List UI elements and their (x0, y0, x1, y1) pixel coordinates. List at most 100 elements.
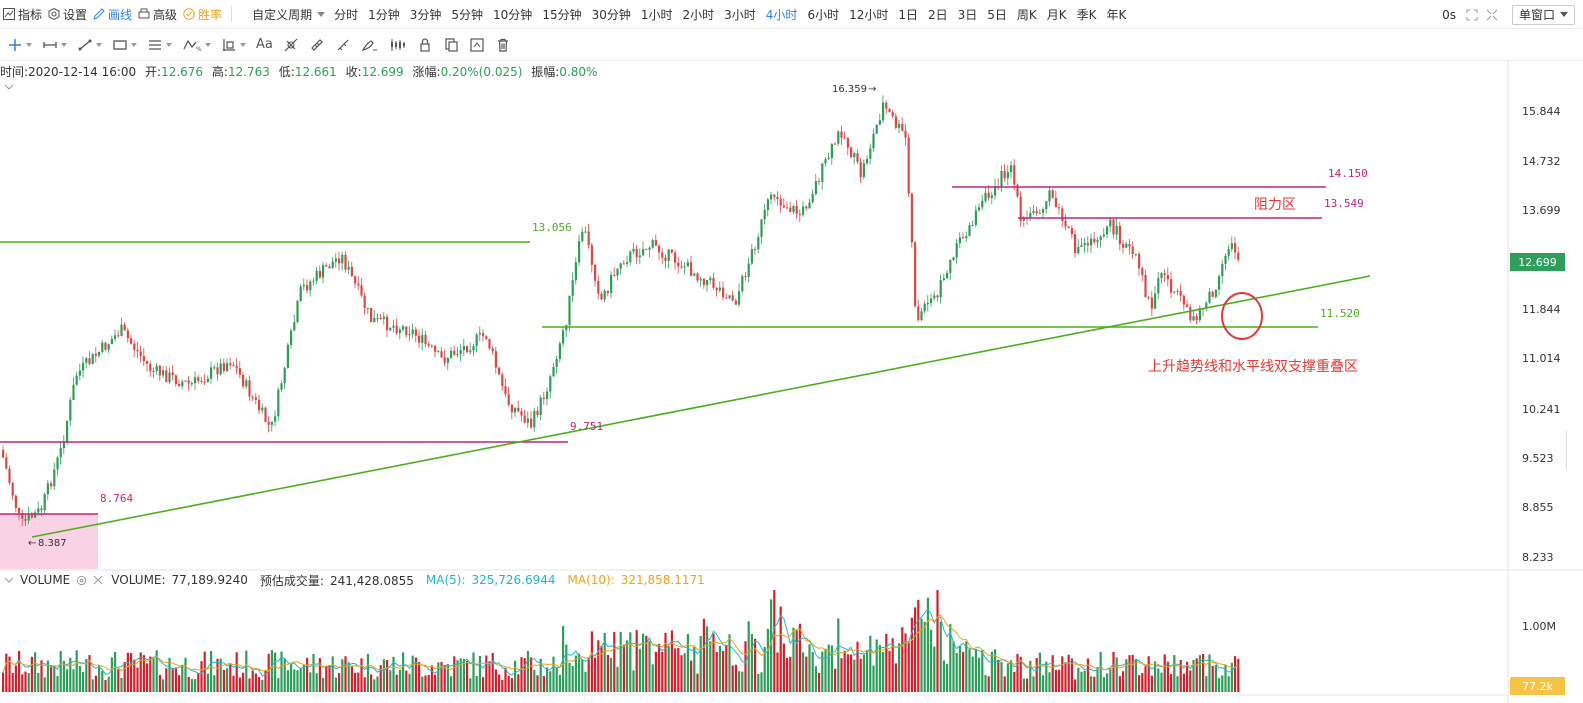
custom-period-dropdown[interactable]: 自定义周期 (238, 0, 329, 28)
period-tab[interactable]: 4小时 (765, 7, 798, 22)
window-mode-select[interactable]: 单窗口 (1511, 4, 1575, 25)
trash-icon (497, 38, 508, 52)
period-tab[interactable]: 分时 (334, 7, 359, 22)
price-axis-tick: 10.241 (1522, 403, 1561, 416)
period-tab[interactable]: 1日 (898, 7, 918, 22)
candle-body (222, 363, 225, 371)
horizontal-ray-tool[interactable] (37, 29, 72, 60)
volume-bar (149, 656, 152, 692)
volume-bar (398, 669, 401, 692)
period-tab[interactable]: 1小时 (640, 7, 673, 22)
gear-icon (48, 8, 60, 20)
close-icon[interactable] (93, 575, 103, 585)
candle-body (1160, 273, 1163, 279)
candle-body (11, 482, 14, 496)
current-volume-tag: 77.2k (1510, 677, 1565, 695)
copy-tool[interactable] (438, 29, 464, 60)
price-chart[interactable]: 13.056 9.751 8.764 14.150 13.549 11.520 … (0, 61, 1583, 703)
candle-body (1189, 306, 1192, 321)
volume-bar (514, 660, 517, 692)
candle-body (50, 483, 53, 487)
volume-bar (1000, 661, 1003, 692)
copy-icon (445, 37, 458, 52)
candle-body (155, 365, 158, 371)
volume-bar (795, 630, 798, 692)
period-tab[interactable]: 月K (1046, 7, 1067, 22)
candle-body (139, 351, 142, 357)
ruler-tool[interactable] (330, 29, 356, 60)
crosshair-tool[interactable] (2, 29, 37, 60)
lock-tool[interactable] (412, 29, 438, 60)
candle-body (1227, 248, 1230, 256)
chevron-down-icon[interactable] (4, 82, 14, 92)
brush-tool[interactable] (356, 29, 384, 60)
fib-tool[interactable] (278, 29, 304, 60)
refresh-interval[interactable]: 0s (1442, 7, 1456, 22)
candle-body (1182, 295, 1185, 305)
parallel-channel-tool[interactable] (142, 29, 177, 60)
volume-bar (1077, 667, 1080, 692)
period-tab[interactable]: 季K (1076, 7, 1097, 22)
candle-body (245, 380, 248, 387)
period-tab[interactable]: 3日 (957, 7, 978, 22)
period-tab[interactable]: 2小时 (682, 7, 715, 22)
volume-ma5: MA(5): 325,726.6944 (425, 573, 556, 587)
wave-tool[interactable]: % (177, 29, 216, 60)
period-tab[interactable]: 5分钟 (451, 7, 484, 22)
fullscreen-icon[interactable] (1466, 9, 1478, 21)
period-tab[interactable]: 30分钟 (591, 7, 631, 22)
volume-bar (616, 666, 619, 692)
gear-icon[interactable] (76, 575, 87, 586)
settings-button[interactable]: 设置 (45, 0, 90, 28)
candle-body (114, 335, 117, 339)
period-tab[interactable]: 周K (1016, 7, 1037, 22)
volume-bar (744, 641, 747, 692)
rectangle-tool[interactable] (107, 29, 142, 60)
custom-period-label: 自定义周期 (252, 7, 313, 22)
period-tab[interactable]: 年K (1106, 7, 1127, 22)
chevron-down-icon[interactable] (4, 575, 14, 585)
period-tab[interactable]: 10分钟 (493, 7, 533, 22)
candle-pattern-tool[interactable] (384, 29, 412, 60)
period-tab[interactable]: 3小时 (724, 7, 756, 22)
candle-body (1016, 184, 1019, 197)
volume-bar (405, 670, 408, 692)
volume-bar (222, 669, 225, 692)
winrate-button[interactable]: 胜率 (180, 0, 225, 28)
volume-bar (1019, 656, 1022, 692)
uptrend-line[interactable] (31, 275, 1371, 538)
side-panel-handle[interactable] (1566, 430, 1583, 470)
period-tab[interactable]: 5日 (987, 7, 1007, 22)
volume-bar (264, 670, 267, 692)
volume-bar (82, 672, 85, 692)
text-tool[interactable]: Aa (251, 29, 278, 60)
advanced-button[interactable]: 高级 (135, 0, 180, 28)
volume-title: VOLUME (20, 573, 71, 587)
candle-body (203, 381, 206, 383)
magnet-tool[interactable] (304, 29, 330, 60)
period-tab[interactable]: 3分钟 (409, 7, 442, 22)
measure-tool[interactable] (216, 29, 251, 60)
trend-line-tool[interactable] (72, 29, 107, 60)
draw-button[interactable]: 画线 (90, 0, 135, 28)
snapshot-tool[interactable] (464, 29, 490, 60)
volume-bar (1150, 675, 1153, 692)
candle-body (136, 349, 139, 352)
candle-body (152, 370, 155, 372)
volume-bar (872, 665, 875, 692)
candle-body (498, 367, 501, 375)
period-tab[interactable]: 2日 (928, 7, 948, 22)
volume-bar (1045, 661, 1048, 692)
volume-bar (923, 621, 926, 692)
period-tab[interactable]: 15分钟 (542, 7, 582, 22)
period-tab[interactable]: 6小时 (807, 7, 840, 22)
period-tab[interactable]: 1分钟 (368, 7, 400, 22)
volume-bar (37, 672, 40, 692)
indicators-button[interactable]: 指标 (0, 0, 45, 28)
candle-body (190, 383, 193, 385)
volume-bar (443, 664, 446, 692)
split-view-icon[interactable] (1486, 9, 1498, 21)
trash-tool[interactable] (490, 29, 516, 60)
period-tab[interactable]: 12小时 (849, 7, 889, 22)
candle-body (318, 270, 321, 278)
